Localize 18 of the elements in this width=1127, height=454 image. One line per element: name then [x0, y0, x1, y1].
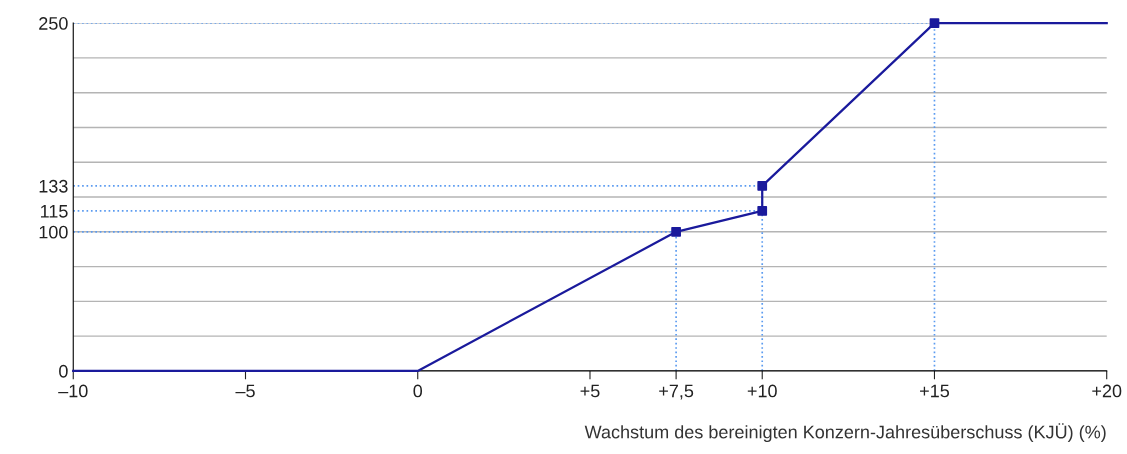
x-tick-label: +10: [747, 384, 777, 398]
x-tick-label: +15: [920, 384, 950, 398]
y-tick-label: 115: [40, 205, 68, 218]
point: [929, 18, 940, 29]
x-tick-label: +5: [580, 384, 600, 398]
x-tick-label: –5: [235, 384, 255, 398]
point: [757, 181, 768, 191]
y-tick-label: 250: [39, 17, 68, 30]
x-tick-label: 0: [413, 384, 423, 398]
x-axis-title: Wachstum des bereinigten Konzern-Jahresüberschuss (KJÜ) (%): [584, 423, 1106, 443]
x-tick-label: +20: [1092, 384, 1122, 398]
y-tick-label: 0: [59, 364, 68, 378]
x-tick-label: –10: [58, 384, 88, 398]
x-tick-label: +7,5: [659, 384, 694, 400]
point: [757, 206, 768, 216]
y-tick-label: 100: [39, 225, 68, 239]
point: [671, 226, 681, 237]
y-tick-label: 133: [39, 179, 68, 193]
